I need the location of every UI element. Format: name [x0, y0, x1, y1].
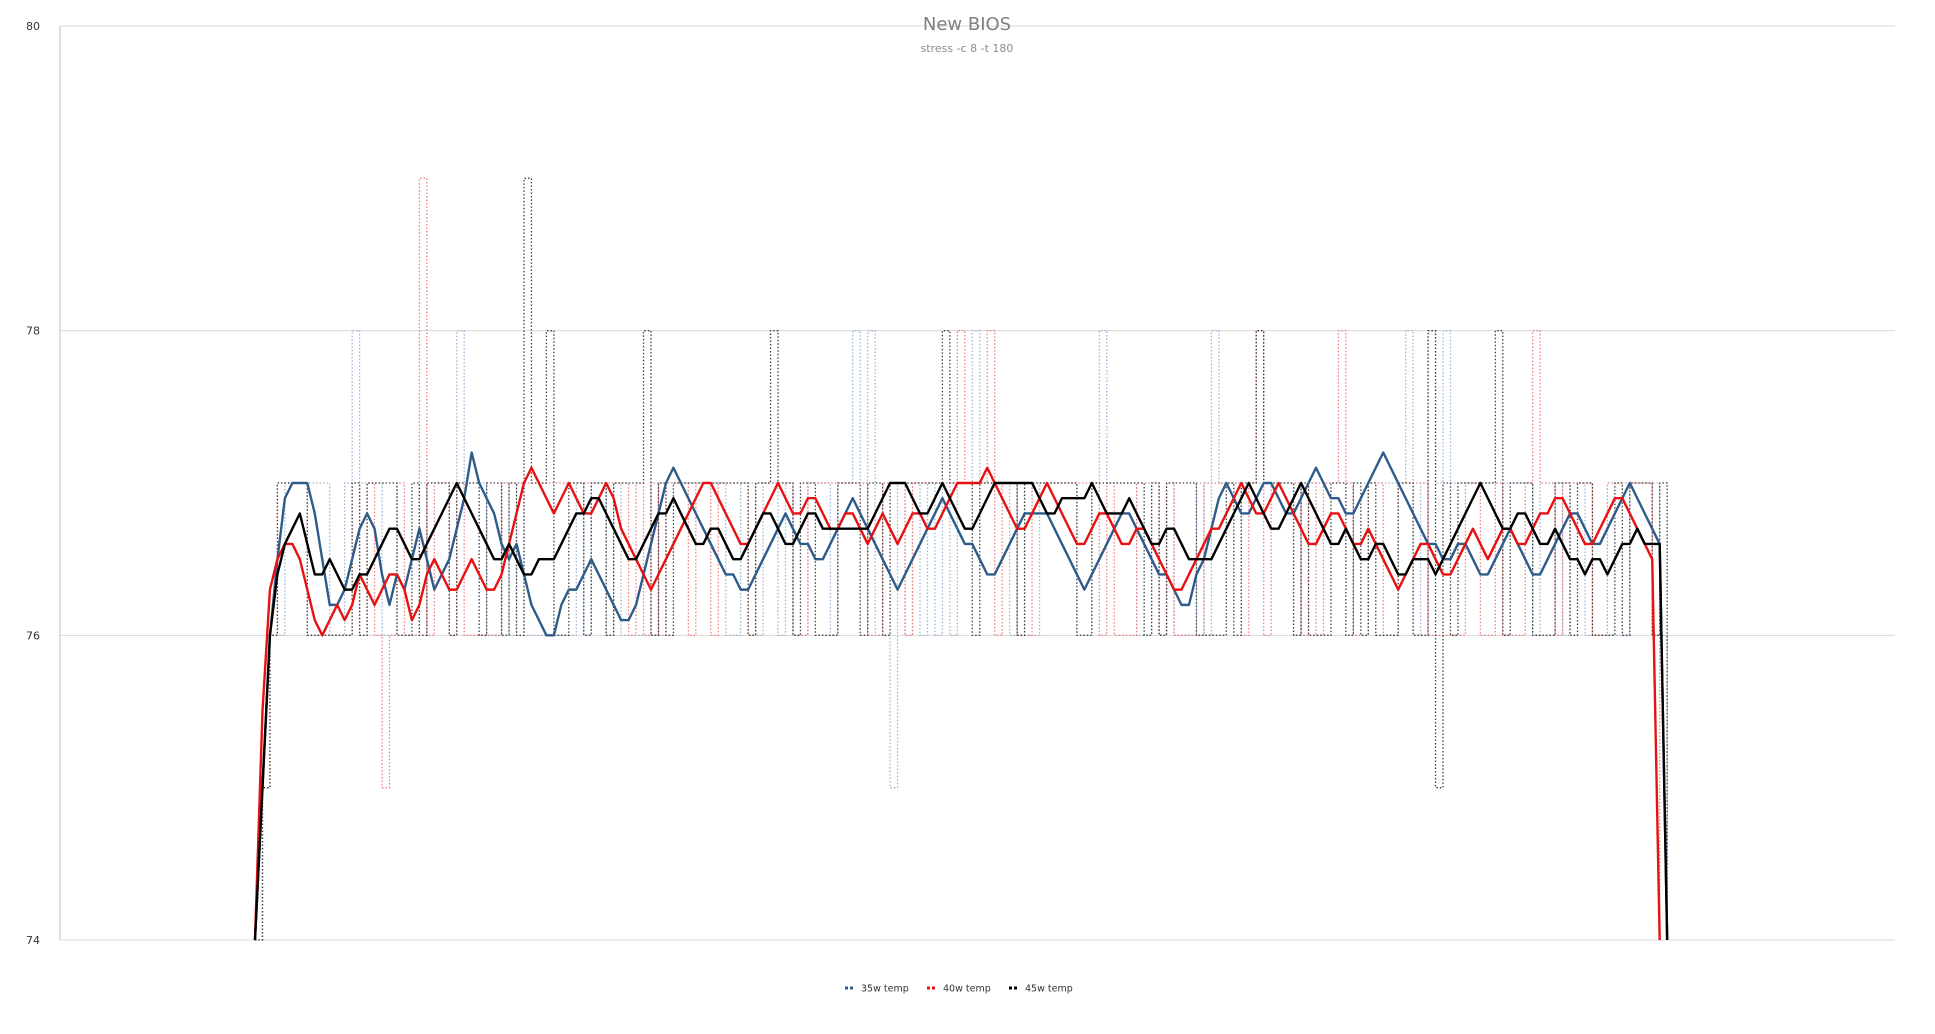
legend-label-2: 45w temp: [1025, 984, 1073, 995]
smoothed-series-layer: [253, 451, 1669, 941]
series-line-2: [253, 481, 1669, 941]
y-tick-label: 78: [26, 325, 40, 338]
y-tick-label: 80: [26, 20, 40, 33]
series-line-1: [253, 466, 1661, 941]
chart-subtitle: stress -c 8 -t 180: [921, 42, 1014, 55]
raw-series-2: [255, 177, 1668, 941]
y-tick-label: 76: [26, 629, 40, 642]
y-tick-label: 74: [26, 934, 40, 947]
y-axis-ticks: 74 76 78 80: [26, 20, 40, 947]
chart-title: New BIOS: [923, 14, 1011, 35]
chart-legend: 35w temp 40w temp 45w temp: [845, 984, 1073, 995]
legend-label-1: 40w temp: [943, 984, 991, 995]
legend-label-0: 35w temp: [861, 984, 909, 995]
series-line-0: [253, 451, 1669, 941]
